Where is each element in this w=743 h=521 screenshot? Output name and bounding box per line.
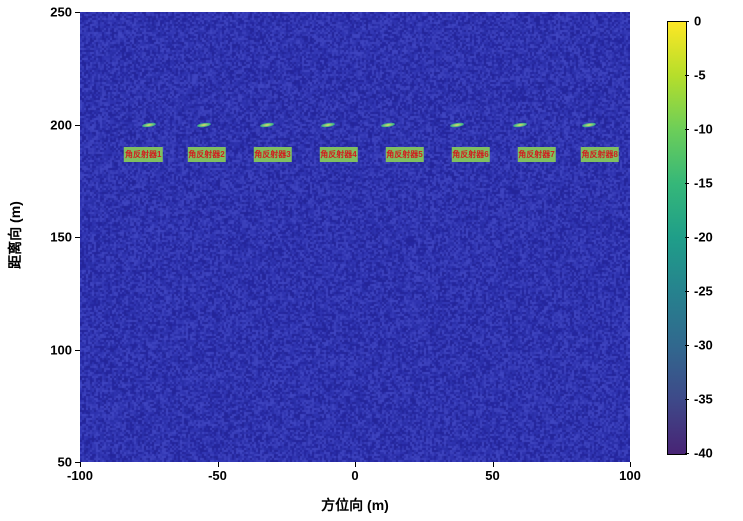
heatmap-canvas bbox=[80, 12, 630, 462]
reflector-label: 角反射器8 bbox=[581, 147, 619, 162]
x-tick-label: 0 bbox=[351, 468, 358, 483]
reflector-label: 角反射器1 bbox=[124, 147, 162, 162]
x-tick-label: -50 bbox=[208, 468, 227, 483]
colorbar-tick-label: -30 bbox=[694, 338, 713, 353]
x-tick-label: 50 bbox=[485, 468, 499, 483]
y-tick-label: 50 bbox=[58, 455, 72, 470]
y-tick-label: 200 bbox=[50, 117, 72, 132]
reflector-label: 角反射器7 bbox=[517, 147, 555, 162]
reflector-label: 角反射器3 bbox=[253, 147, 291, 162]
colorbar bbox=[667, 21, 687, 455]
colorbar-tick-label: -5 bbox=[694, 68, 706, 83]
colorbar-tick-label: -25 bbox=[694, 284, 713, 299]
y-tick-label: 150 bbox=[50, 230, 72, 245]
y-tick-label: 250 bbox=[50, 5, 72, 20]
y-tick-label: 100 bbox=[50, 342, 72, 357]
x-tick-label: -100 bbox=[67, 468, 93, 483]
chart-container: 角反射器1 角反射器2 角反射器3 角反射器4 角反射器5 角反射器6 角反射器7 角反射器8 bbox=[80, 12, 630, 462]
x-axis-label: 方位向 (m) bbox=[321, 495, 389, 515]
colorbar-tick-label: -40 bbox=[694, 446, 713, 461]
colorbar-tick-label: -20 bbox=[694, 230, 713, 245]
reflector-label: 角反射器6 bbox=[451, 147, 489, 162]
x-tick-label: 100 bbox=[619, 468, 641, 483]
y-axis-label: 距离向 (m) bbox=[5, 201, 25, 269]
reflector-label: 角反射器5 bbox=[385, 147, 423, 162]
colorbar-tick-label: 0 bbox=[694, 14, 701, 29]
colorbar-tick-label: -10 bbox=[694, 122, 713, 137]
reflector-label: 角反射器2 bbox=[187, 147, 225, 162]
colorbar-tick-label: -35 bbox=[694, 392, 713, 407]
colorbar-tick-label: -15 bbox=[694, 176, 713, 191]
plot-area: 角反射器1 角反射器2 角反射器3 角反射器4 角反射器5 角反射器6 角反射器7 角反射器8 bbox=[80, 12, 630, 462]
reflector-label: 角反射器4 bbox=[319, 147, 357, 162]
